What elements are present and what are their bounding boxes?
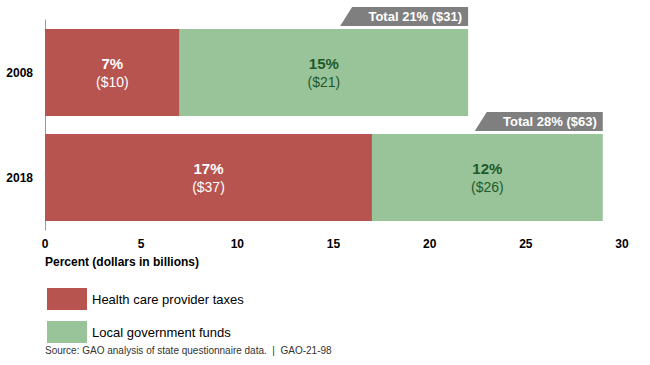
svg-text:2008: 2008 xyxy=(6,66,33,80)
svg-text:20: 20 xyxy=(423,237,437,251)
svg-text:Total 28% ($63): Total 28% ($63) xyxy=(503,114,597,129)
svg-text:Local government funds: Local government funds xyxy=(92,325,231,340)
svg-text:($21): ($21) xyxy=(308,74,341,90)
svg-text:Percent (dollars in billions): Percent (dollars in billions) xyxy=(45,255,199,269)
svg-text:12%: 12% xyxy=(472,160,502,177)
svg-text:15%: 15% xyxy=(309,55,339,72)
svg-text:2018: 2018 xyxy=(6,171,33,185)
svg-text:5: 5 xyxy=(138,237,145,251)
svg-text:($26): ($26) xyxy=(471,179,504,195)
svg-text:10: 10 xyxy=(231,237,245,251)
svg-text:7%: 7% xyxy=(101,55,123,72)
svg-text:30: 30 xyxy=(615,237,629,251)
svg-text:17%: 17% xyxy=(193,160,223,177)
svg-text:Source: GAO analysis of state: Source: GAO analysis of state questionna… xyxy=(45,345,332,356)
svg-text:($10): ($10) xyxy=(96,74,129,90)
svg-text:25: 25 xyxy=(519,237,533,251)
svg-text:Health care provider taxes: Health care provider taxes xyxy=(92,292,244,307)
svg-text:Total 21% ($31): Total 21% ($31) xyxy=(368,9,462,24)
svg-text:0: 0 xyxy=(42,237,49,251)
svg-text:($37): ($37) xyxy=(192,179,225,195)
svg-text:15: 15 xyxy=(327,237,341,251)
